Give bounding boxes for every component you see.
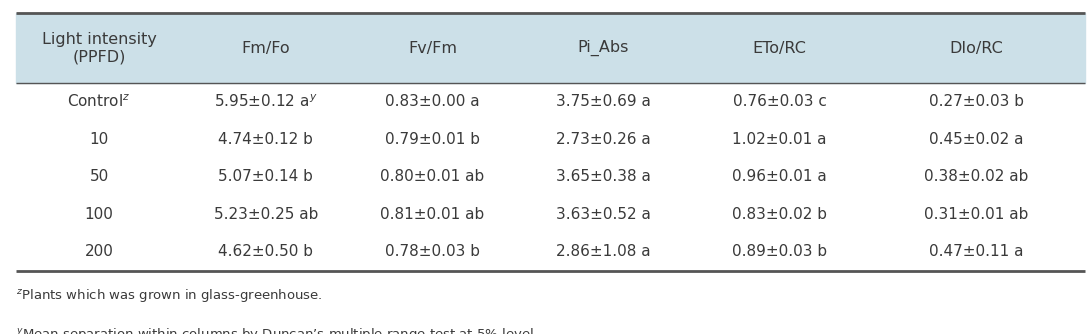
Text: 50: 50 <box>89 169 109 184</box>
Text: 0.96±0.01 a: 0.96±0.01 a <box>732 169 827 184</box>
Text: 5.95±0.12 a$^y$: 5.95±0.12 a$^y$ <box>214 93 317 110</box>
Text: 0.47±0.11 a: 0.47±0.11 a <box>929 244 1024 259</box>
Text: 0.78±0.03 b: 0.78±0.03 b <box>385 244 480 259</box>
Text: 4.74±0.12 b: 4.74±0.12 b <box>218 132 313 147</box>
Text: $^y$Mean separation within columns by Duncan’s multiple range test at 5% level.: $^y$Mean separation within columns by Du… <box>16 326 538 334</box>
Text: 5.23±0.25 ab: 5.23±0.25 ab <box>214 207 318 222</box>
Text: Fv/Fm: Fv/Fm <box>408 40 457 55</box>
Text: 3.63±0.52 a: 3.63±0.52 a <box>556 207 651 222</box>
Text: $^z$Plants which was grown in glass-greenhouse.: $^z$Plants which was grown in glass-gree… <box>16 287 323 304</box>
Text: 0.31±0.01 ab: 0.31±0.01 ab <box>924 207 1028 222</box>
Text: 1.02±0.01 a: 1.02±0.01 a <box>732 132 827 147</box>
Text: Pi_Abs: Pi_Abs <box>578 40 629 56</box>
Bar <box>16 13 1085 83</box>
Text: 3.75±0.69 a: 3.75±0.69 a <box>556 94 651 109</box>
Text: Control$^z$: Control$^z$ <box>68 93 131 110</box>
Text: 5.07±0.14 b: 5.07±0.14 b <box>218 169 313 184</box>
Text: 4.62±0.50 b: 4.62±0.50 b <box>218 244 313 259</box>
Text: 200: 200 <box>85 244 113 259</box>
Text: 0.80±0.01 ab: 0.80±0.01 ab <box>380 169 485 184</box>
Text: 2.73±0.26 a: 2.73±0.26 a <box>556 132 651 147</box>
Text: 0.83±0.02 b: 0.83±0.02 b <box>732 207 827 222</box>
Text: 0.76±0.03 c: 0.76±0.03 c <box>732 94 826 109</box>
Text: 0.79±0.01 b: 0.79±0.01 b <box>385 132 480 147</box>
Text: 10: 10 <box>89 132 109 147</box>
Text: 0.83±0.00 a: 0.83±0.00 a <box>385 94 480 109</box>
Text: 100: 100 <box>85 207 113 222</box>
Text: 2.86±1.08 a: 2.86±1.08 a <box>556 244 651 259</box>
Text: DIo/RC: DIo/RC <box>949 40 1003 55</box>
Text: ETo/RC: ETo/RC <box>752 40 807 55</box>
Text: 0.27±0.03 b: 0.27±0.03 b <box>929 94 1024 109</box>
Text: Fm/Fo: Fm/Fo <box>242 40 290 55</box>
Text: 0.89±0.03 b: 0.89±0.03 b <box>732 244 827 259</box>
Text: 3.65±0.38 a: 3.65±0.38 a <box>556 169 651 184</box>
Text: 0.81±0.01 ab: 0.81±0.01 ab <box>380 207 485 222</box>
Text: 0.38±0.02 ab: 0.38±0.02 ab <box>924 169 1028 184</box>
Text: Light intensity
(PPFD): Light intensity (PPFD) <box>41 32 157 64</box>
Text: 0.45±0.02 a: 0.45±0.02 a <box>929 132 1024 147</box>
